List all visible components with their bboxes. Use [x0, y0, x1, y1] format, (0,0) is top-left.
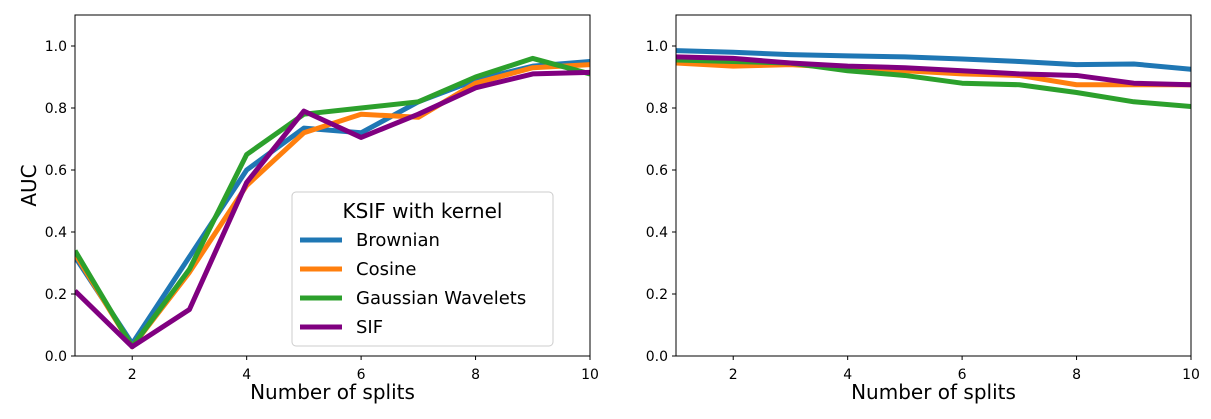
- legend-label-sif: SIF: [356, 317, 383, 338]
- x-tick-label: 8: [471, 367, 480, 383]
- y-tick-label: 0.0: [646, 349, 668, 365]
- y-tick-label: 0.8: [45, 101, 67, 117]
- x-tick-label: 4: [242, 367, 251, 383]
- x-tick-label: 10: [1182, 367, 1200, 383]
- y-axis-label: AUC: [17, 164, 41, 206]
- series-line-brownian: [676, 48, 1191, 72]
- x-axis-label: Number of splits: [851, 380, 1016, 404]
- series-line-sif: [75, 69, 590, 350]
- x-tick-label: 2: [729, 367, 738, 383]
- x-tick-label: 4: [843, 367, 852, 383]
- y-tick-label: 0.8: [646, 101, 668, 117]
- axes-frame: [74, 14, 591, 357]
- y-tick-label: 0.6: [45, 163, 67, 179]
- x-tick-label: 6: [357, 367, 366, 383]
- axes-frame: [675, 14, 1192, 357]
- legend-box: [291, 191, 554, 347]
- series-group: [75, 55, 590, 350]
- series-line-cosine: [676, 60, 1191, 88]
- y-tick-label: 0.0: [45, 349, 67, 365]
- y-tick-label: 0.2: [45, 287, 67, 303]
- legend-label-gaussian-wavelets: Gaussian Wavelets: [356, 288, 526, 309]
- y-tick-label: 1.0: [45, 39, 67, 55]
- y-tick-label: 0.6: [646, 163, 668, 179]
- x-axis-label: Number of splits: [250, 380, 415, 404]
- y-tick-label: 0.4: [45, 225, 67, 241]
- y-tick-label: 0.2: [646, 287, 668, 303]
- legend-label-cosine: Cosine: [356, 259, 416, 280]
- series-line-gaussian-wavelets: [75, 55, 590, 350]
- x-tick-label: 6: [958, 367, 967, 383]
- series-group: [676, 48, 1191, 109]
- right-auc-panel: 0.0 0.2 0.4 0.6 0.8 1.0 2 4 6 8 10 Number of splits: [646, 14, 1200, 404]
- left-auc-panel: 0.0 0.2 0.4 0.6 0.8 1.0 2 4 6 8 10 Number of splits…: [17, 14, 599, 404]
- x-tick-label: 8: [1072, 367, 1081, 383]
- y-tick-label: 0.4: [646, 225, 668, 241]
- x-tick-label: 10: [581, 367, 599, 383]
- x-tick-label: 2: [128, 367, 137, 383]
- series-line-sif: [676, 54, 1191, 88]
- legend-title: KSIF with kernel: [343, 199, 503, 223]
- y-tick-label: 1.0: [646, 39, 668, 55]
- legend: KSIF with kernel Brownian Cosine Gaussian W…: [291, 191, 554, 347]
- legend-label-brownian: Brownian: [356, 230, 440, 251]
